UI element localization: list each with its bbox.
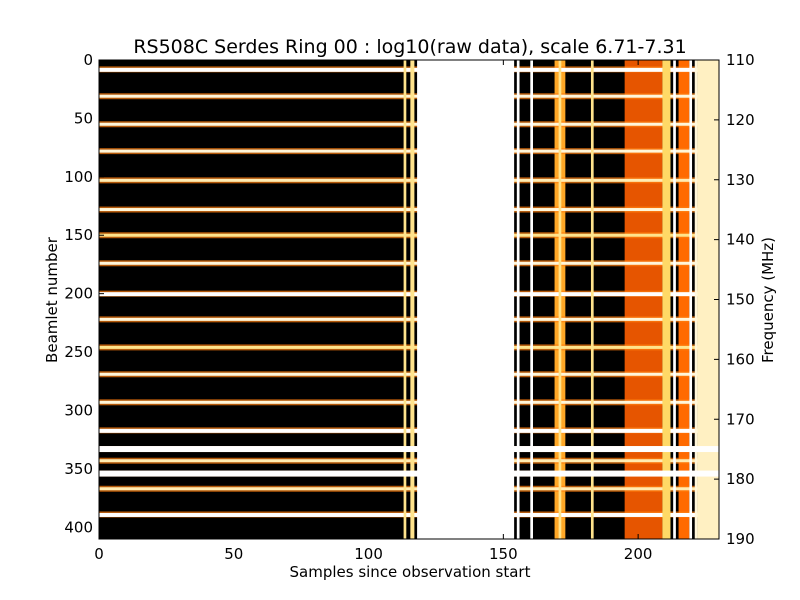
y-tick-label: 300 (64, 401, 93, 419)
y-right-axis-label: Frequency (MHz) (759, 237, 777, 363)
heatmap-column-band (410, 60, 415, 539)
y-tick-label: 400 (64, 518, 93, 536)
heatmap-column-band (673, 60, 676, 539)
heatmap-marks (99, 60, 719, 539)
heatmap-row-band (99, 345, 719, 349)
heatmap-column-band (662, 60, 671, 539)
x-tick-label: 200 (624, 545, 653, 563)
y-axis-label: Beamlet number (43, 236, 61, 363)
heatmap-row-band (99, 208, 719, 212)
heatmap-row-band (99, 261, 719, 265)
y-tick-label: 350 (64, 460, 93, 478)
y-tick-label: 0 (83, 51, 93, 69)
y-tick-label: 200 (64, 285, 93, 303)
y-tick-label: 150 (64, 226, 93, 244)
heatmap-row-band (99, 67, 719, 72)
y-right-tick-label: 120 (726, 111, 755, 129)
chart-title: RS508C Serdes Ring 00 : log10(raw data),… (133, 36, 686, 58)
x-axis-label: Samples since observation start (290, 563, 531, 581)
heatmap-row-band (99, 428, 719, 433)
y-tick-label: 250 (64, 343, 93, 361)
heatmap-row-band (99, 149, 719, 153)
y-right-tick-label: 110 (726, 51, 755, 69)
heatmap-column-band (417, 60, 515, 539)
y-right-tick-label: 130 (726, 171, 755, 189)
heatmap-row-band (99, 94, 719, 98)
heatmap-column-band (590, 60, 594, 539)
heatmap-column-band (403, 60, 407, 539)
x-tick-label: 150 (489, 545, 518, 563)
heatmap-row-band (99, 372, 719, 376)
heatmap-row-band (99, 487, 719, 491)
heatmap-row-band (99, 233, 719, 237)
heatmap-row-band (99, 122, 719, 126)
axes: 0 50 100 150 200 0 50 100 150 200 250 300 350 400 110 1… (64, 51, 754, 563)
heatmap-row-band (99, 292, 719, 297)
heatmap-column-band (697, 60, 719, 539)
y-tick-label: 50 (74, 109, 93, 127)
y-right-tick-label: 190 (726, 530, 755, 548)
heatmap-column-band (516, 60, 520, 539)
heatmap-column-band (689, 60, 693, 539)
x-tick-label: 100 (354, 545, 383, 563)
heatmap-row-band (99, 178, 719, 182)
heatmap-row-band (99, 512, 719, 517)
heatmap-row-band (99, 400, 719, 404)
x-tick-label: 0 (94, 545, 104, 563)
heatmap-saturated-row (99, 470, 719, 477)
y-right-tick-label: 150 (726, 291, 755, 309)
heatmap-column-band (694, 60, 698, 539)
heatmap-column-band (530, 60, 533, 539)
y-tick-label: 100 (64, 168, 93, 186)
x-tick-label: 50 (224, 545, 243, 563)
heatmap-column-band (624, 60, 663, 539)
heatmap-column-band (678, 60, 690, 539)
heatmap-row-band (99, 459, 719, 463)
y-right-tick-label: 180 (726, 470, 755, 488)
y-right-tick-label: 160 (726, 350, 755, 368)
heatmap-saturated-row (99, 446, 719, 453)
y-right-tick-label: 140 (726, 231, 755, 249)
heatmap-column-band (558, 60, 562, 539)
y-right-tick-label: 170 (726, 410, 755, 428)
heatmap-row-band (99, 317, 719, 321)
